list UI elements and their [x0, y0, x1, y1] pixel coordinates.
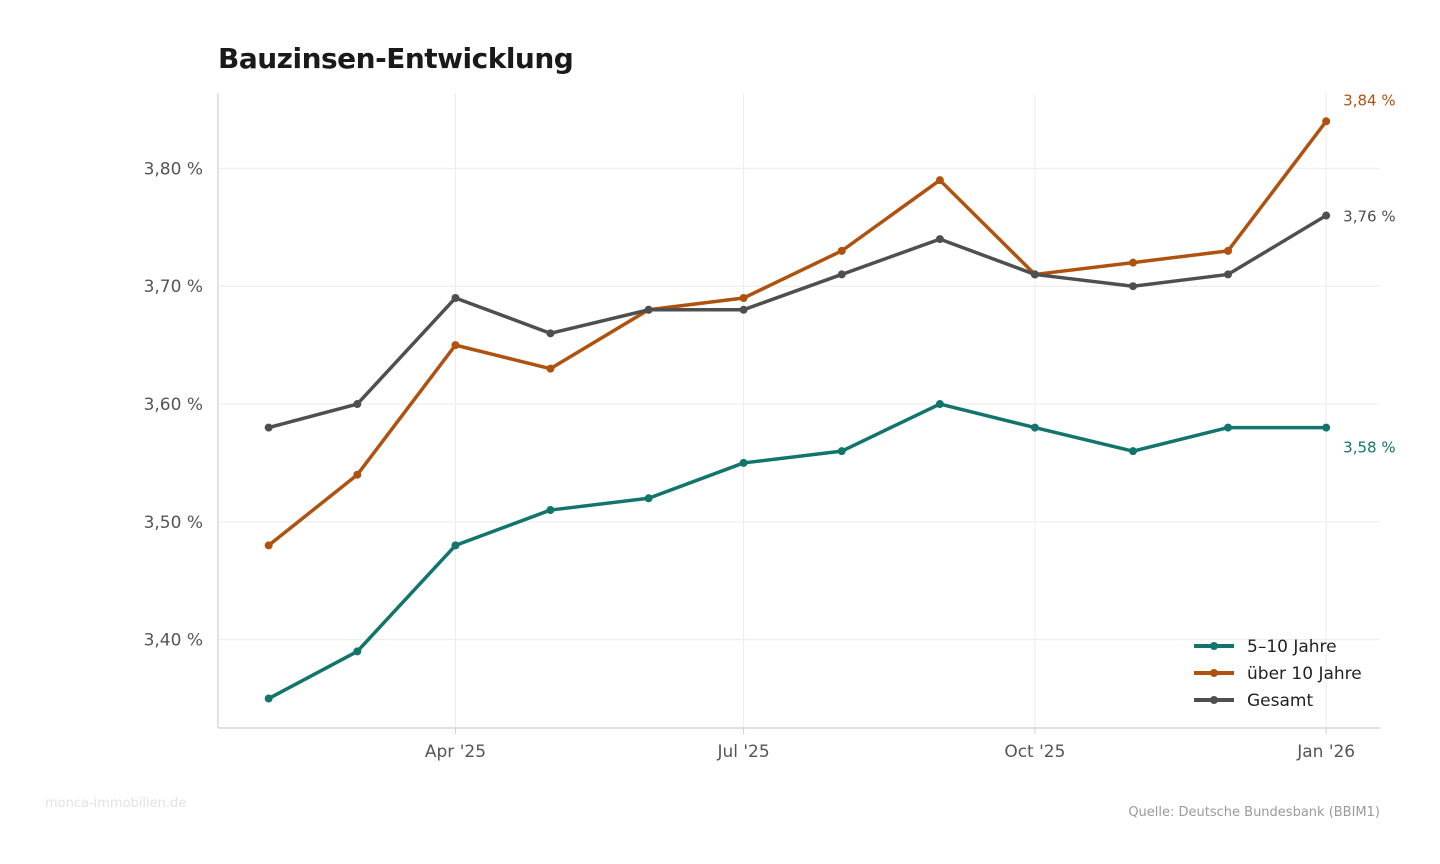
legend-label: Gesamt: [1247, 691, 1313, 711]
data-point: [546, 329, 555, 338]
axes: 3,40 % 3,50 % 3,60 % 3,70 % 3,80 % Apr '25 Jul…: [144, 93, 1380, 762]
data-point: [1322, 117, 1331, 126]
legend-label: über 10 Jahre: [1247, 664, 1362, 684]
watermark: monca-immobilien.de: [45, 796, 186, 811]
data-point: [353, 647, 362, 656]
data-point: [353, 470, 362, 479]
data-point: [451, 293, 460, 302]
end-value-label: 3,58 %: [1343, 439, 1395, 457]
data-point: [1129, 282, 1138, 291]
end-value-label: 3,76 %: [1343, 208, 1395, 226]
data-point: [1129, 258, 1138, 267]
data-point: [1322, 423, 1331, 432]
end-labels: 3,58 % 3,84 % 3,76 %: [1343, 91, 1395, 456]
data-point: [1224, 246, 1233, 255]
data-point: [739, 458, 748, 467]
data-point: [1030, 270, 1039, 279]
data-point: [739, 293, 748, 302]
data-point: [451, 541, 460, 550]
legend-marker: [1210, 696, 1218, 704]
legend-marker: [1210, 669, 1218, 677]
source-note[interactable]: Quelle: Deutsche Bundesbank (BBIM1): [1128, 805, 1380, 820]
series-line: [266, 213, 1328, 430]
data-point: [353, 400, 362, 409]
legend: 5–10 Jahre über 10 Jahre Gesamt: [1194, 637, 1362, 711]
data-point: [837, 270, 846, 279]
data-point: [451, 341, 460, 350]
x-tick-label: Apr '25: [425, 742, 486, 762]
series-lines: [264, 117, 1331, 703]
data-point: [1129, 447, 1138, 456]
y-tick-label: 3,40 %: [144, 631, 203, 651]
chart-title: Bauzinsen-Entwicklung: [218, 42, 573, 75]
data-point: [264, 694, 273, 703]
legend-marker: [1210, 642, 1218, 650]
x-tick-label: Jan '26: [1296, 742, 1355, 762]
data-point: [264, 541, 273, 550]
y-tick-label: 3,60 %: [144, 395, 203, 415]
data-point: [1224, 270, 1233, 279]
data-point: [837, 246, 846, 255]
legend-label: 5–10 Jahre: [1247, 637, 1337, 657]
data-point: [1322, 211, 1331, 220]
data-point: [546, 506, 555, 515]
data-point: [644, 305, 653, 314]
data-point: [837, 447, 846, 456]
data-point: [935, 235, 944, 244]
data-point: [935, 176, 944, 185]
y-tick-label: 3,50 %: [144, 513, 203, 533]
data-point: [546, 364, 555, 373]
y-tick-label: 3,80 %: [144, 159, 203, 179]
data-point: [739, 305, 748, 314]
y-tick-label: 3,70 %: [144, 277, 203, 297]
series-line: [266, 402, 1328, 701]
data-point: [935, 400, 944, 409]
end-value-label: 3,84 %: [1343, 91, 1395, 109]
data-point: [264, 423, 273, 432]
series-line: [266, 119, 1328, 548]
x-tick-label: Jul '25: [716, 742, 769, 762]
grid: [218, 93, 1380, 728]
data-point: [1224, 423, 1233, 432]
data-point: [1030, 423, 1039, 432]
data-point: [644, 494, 653, 503]
x-tick-label: Oct '25: [1004, 742, 1065, 762]
